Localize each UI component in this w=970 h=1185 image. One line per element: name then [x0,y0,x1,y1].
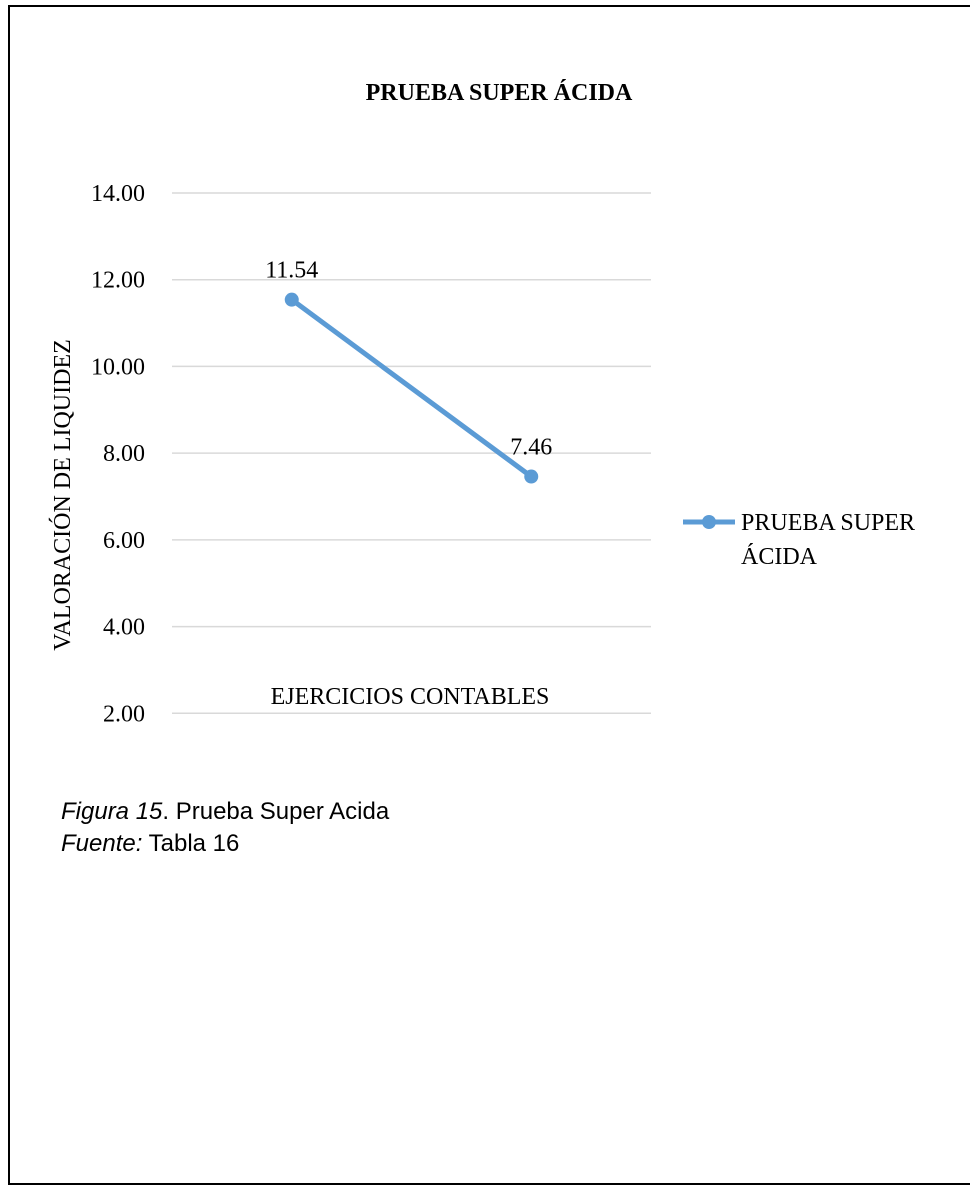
y-axis-label: VALORACIÓN DE LIQUIDEZ [49,339,76,651]
y-tick-label: 10.00 [91,354,145,380]
series-layer [284,292,539,484]
source-text: Tabla 16 [142,830,240,857]
data-point [524,469,539,484]
chart-title: PRUEBA SUPER ÁCIDA [366,80,633,106]
data-point [284,292,299,307]
data-label: 11.54 [265,258,318,284]
source-caption: Fuente: Tabla 16 [61,829,239,859]
y-tick-label: 2.00 [103,701,145,727]
y-tick-label: 6.00 [103,528,145,554]
y-tick-label: 8.00 [103,441,145,467]
gridlines [172,192,651,715]
y-tick-label: 12.00 [91,268,145,294]
figure-label: Figura 15 [61,798,163,825]
data-label: 7.46 [510,435,552,461]
figure-text: . Prueba Super Acida [162,798,390,825]
y-tick-label: 14.00 [91,181,145,207]
y-tick-label: 4.00 [103,615,145,641]
legend-marker [702,515,716,529]
legend: PRUEBA SUPER ÁCIDA [683,510,921,570]
x-axis-label: EJERCICIOS CONTABLES [271,684,550,710]
data-labels: 11.54 7.46 [265,258,552,461]
line-chart: PRUEBA SUPER ÁCIDA 0.002.004.006.008.001… [49,80,921,727]
source-label: Fuente: [61,830,143,857]
series-line [289,297,534,480]
figure-caption: Figura 15. Prueba Super Acida [61,797,389,827]
legend-label: PRUEBA SUPER ÁCIDA [741,510,921,570]
